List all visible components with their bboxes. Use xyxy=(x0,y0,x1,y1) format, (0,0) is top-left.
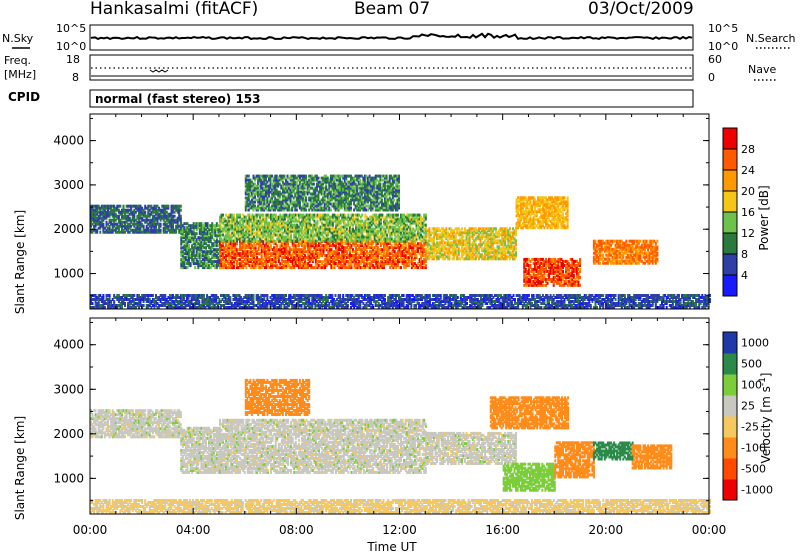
noise-trace xyxy=(91,34,692,39)
freq-trace-dip xyxy=(150,70,168,72)
freq-left-tick-top: 18 xyxy=(66,53,80,66)
plot-background xyxy=(90,114,709,309)
data-cell xyxy=(123,205,125,208)
data-cell xyxy=(119,205,121,208)
data-cell xyxy=(160,229,162,232)
data-cell xyxy=(276,244,278,247)
noise-right-label: N.Search xyxy=(746,32,796,45)
beam-label: Beam 07 xyxy=(354,0,430,19)
cpid-label: CPID xyxy=(8,90,40,104)
data-cell xyxy=(167,205,169,208)
data-cell xyxy=(313,183,315,186)
data-cell xyxy=(233,214,235,217)
data-cell xyxy=(262,214,264,217)
noise-right-tick-bottom: 10^0 xyxy=(708,40,738,53)
data-cell xyxy=(347,214,349,217)
data-cell xyxy=(273,240,275,243)
data-cell xyxy=(305,175,307,178)
freq-left-tick-bottom: 8 xyxy=(72,71,79,84)
data-cell xyxy=(344,214,346,217)
freq-right-tick-top: 60 xyxy=(708,53,722,66)
data-cell xyxy=(239,214,241,217)
data-cell xyxy=(188,244,190,247)
data-cell xyxy=(330,209,332,212)
freq-right-tick-bottom: 0 xyxy=(708,71,715,84)
data-cell xyxy=(248,175,250,178)
data-cell xyxy=(371,238,373,241)
data-cell xyxy=(261,240,263,243)
noise-right-tick-top: 10^5 xyxy=(708,22,738,35)
data-cell xyxy=(296,209,298,212)
cpid-text: normal (fast stereo) 153 xyxy=(95,92,261,106)
data-cell xyxy=(305,209,307,212)
data-cell xyxy=(144,211,146,214)
data-cell xyxy=(397,214,399,217)
data-cell xyxy=(102,223,104,226)
data-cell xyxy=(361,214,363,217)
freq-panel: Freq. [MHz] 18 8 60 0 Nave xyxy=(4,53,778,84)
noise-panel: N.Sky 10^5 10^0 10^5 10^0 N.Search xyxy=(2,22,796,53)
data-cell xyxy=(400,266,402,269)
data-cell xyxy=(317,220,319,223)
date-label: 03/Oct/2009 xyxy=(588,0,694,19)
noise-left-tick-top: 10^5 xyxy=(56,22,86,35)
data-cell xyxy=(245,266,247,269)
data-cell xyxy=(196,232,198,235)
freq-left-label-line1: Freq. xyxy=(4,54,31,67)
data-cell xyxy=(270,244,272,247)
data-cell xyxy=(307,203,309,206)
data-cell xyxy=(283,175,285,178)
data-cell xyxy=(416,254,418,257)
data-cell xyxy=(160,223,162,226)
data-cell xyxy=(174,215,176,218)
data-region xyxy=(219,240,427,269)
data-cell xyxy=(194,266,196,269)
data-cell xyxy=(305,197,307,200)
data-cell xyxy=(381,214,383,217)
data-cell xyxy=(143,225,145,228)
freq-left-label-line2: [MHz] xyxy=(4,68,36,81)
data-cell xyxy=(425,224,427,227)
data-cell xyxy=(180,215,182,218)
noise-left-label: N.Sky xyxy=(2,32,34,45)
data-cell xyxy=(180,205,182,208)
data-cell xyxy=(350,207,352,210)
plot-title: Hankasalmi (fitACF) xyxy=(90,0,258,19)
data-cell xyxy=(318,177,320,180)
data-region xyxy=(219,214,427,243)
data-cell xyxy=(180,209,182,212)
data-cell xyxy=(99,231,101,234)
data-cell xyxy=(359,179,361,182)
data-cell xyxy=(425,264,427,267)
data-region xyxy=(90,205,182,234)
nave-label: Nave xyxy=(748,63,776,76)
data-cell xyxy=(222,214,224,217)
cpid-panel: CPID normal (fast stereo) 153 xyxy=(8,90,693,107)
data-cell xyxy=(425,214,427,217)
noise-left-tick-bottom: 10^0 xyxy=(56,40,86,53)
